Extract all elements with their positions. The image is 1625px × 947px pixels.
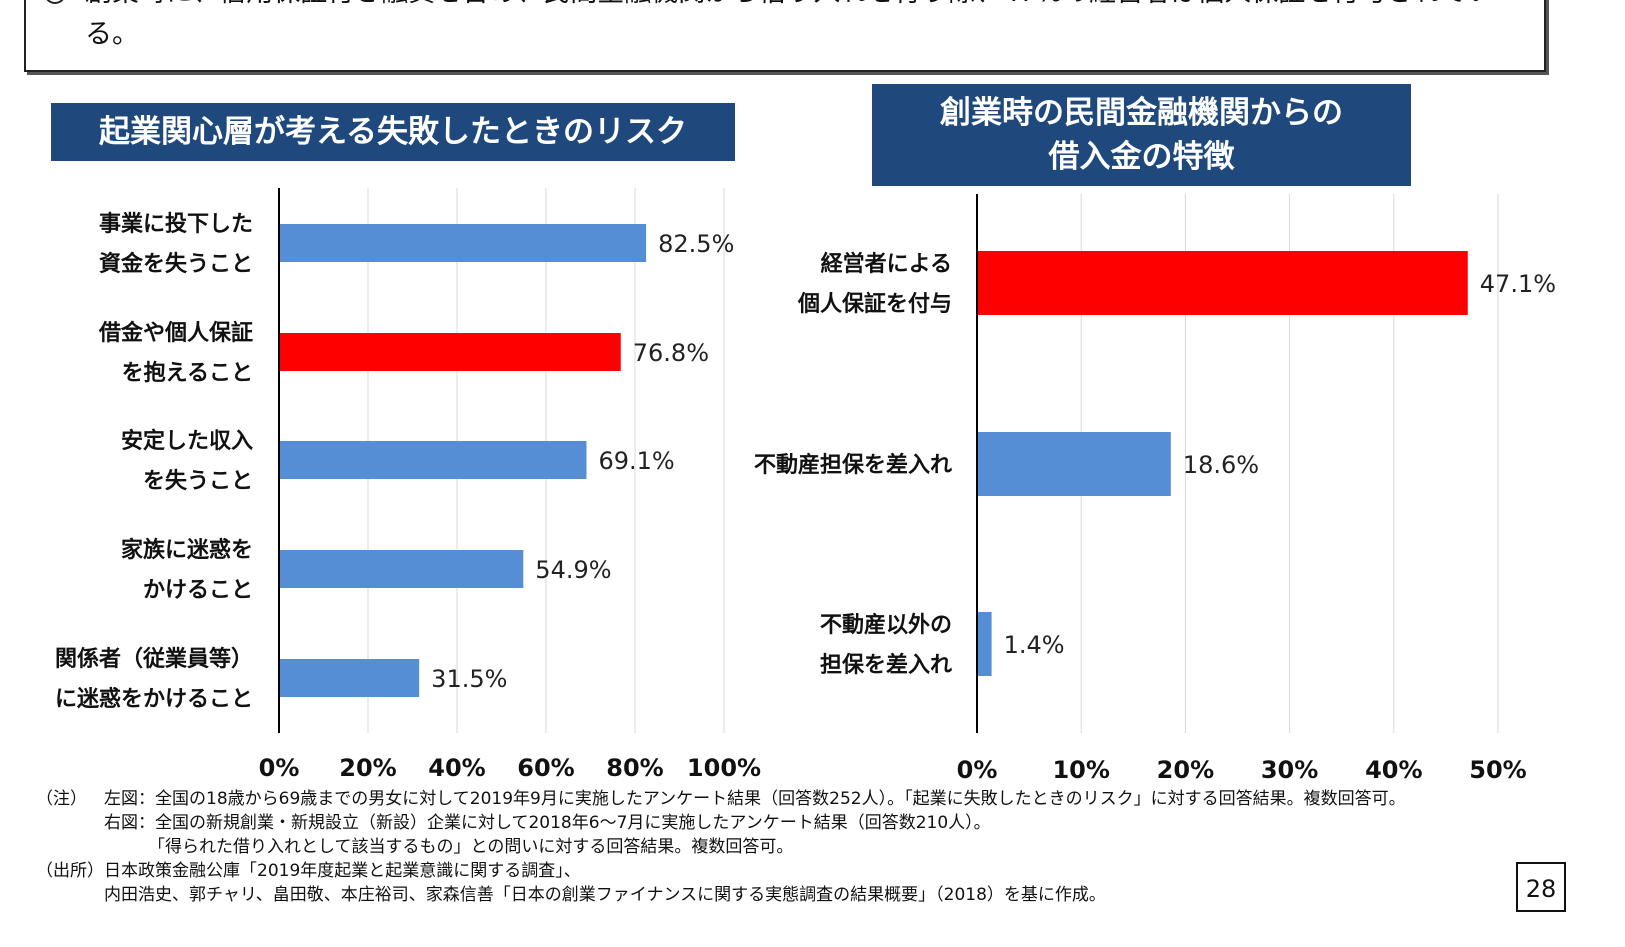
note-label: （注） [36, 789, 87, 809]
tick-label: 50% [1469, 756, 1526, 784]
tick-label: 60% [517, 754, 574, 782]
data-label: 1.4% [1004, 631, 1065, 659]
data-label: 18.6% [1183, 451, 1259, 479]
tick-label: 80% [606, 754, 663, 782]
category-label: に迷惑をかけること [55, 687, 253, 712]
bar [279, 224, 647, 262]
category-label: 事業に投下した [99, 211, 253, 237]
category-label: を抱えること [122, 360, 253, 386]
note-text: 内田浩史、郭チャリ、畠田敬、本庄裕司、家森信善「日本の創業ファイナンスに関する実… [104, 885, 1106, 905]
page-number: 28 [1516, 862, 1566, 912]
note-text: 日本政策金融公庫「2019年度起業と起業意識に関する調査」、 [104, 861, 581, 881]
category-label: 借金や個人保証 [98, 320, 253, 346]
right-chart-title-line1: 創業時の民間金融機関からの [940, 95, 1343, 131]
data-label: 31.5% [431, 665, 507, 693]
category-label: 不動産以外の [820, 612, 952, 638]
tick-label: 40% [1365, 756, 1422, 784]
left-chart-title: 起業関心層が考える失敗したときのリスク [51, 103, 735, 161]
tick-label: 10% [1052, 756, 1109, 784]
category-label: を失うこと [143, 469, 253, 494]
bar [279, 441, 587, 479]
category-label: 個人保証を付与 [797, 291, 952, 317]
category-label: 安定した収入 [121, 428, 253, 454]
category-label: 経営者による [821, 251, 952, 277]
bar [977, 251, 1468, 315]
category-label: 家族に迷惑を [121, 537, 253, 563]
tick-label: 20% [1157, 756, 1214, 784]
data-label: 47.1% [1480, 270, 1556, 298]
bar [279, 333, 621, 371]
bar [279, 659, 420, 697]
category-label: 関係者（従業員等） [55, 646, 253, 672]
right-chart-title: 創業時の民間金融機関からの 借入金の特徴 [872, 84, 1411, 186]
data-label: 82.5% [658, 230, 734, 258]
tick-label: 100% [687, 754, 761, 782]
category-label: かけること [143, 578, 253, 603]
category-label: 担保を差入れ [820, 652, 952, 678]
tick-label: 40% [428, 754, 485, 782]
note-text: 右図：全国の新規創業・新規設立（新設）企業に対して2018年6～7月に実施したア… [104, 813, 991, 833]
tick-label: 0% [957, 756, 998, 784]
category-label: 資金を失うこと [99, 251, 253, 277]
note-text: 「得られた借り入れとして該当するもの」との問いに対する回答結果。複数回答可。 [148, 837, 794, 857]
summary-text: 創業時に、信用保証付き融資を含め、民間金融機関から借り入れを行う際、47%の経営… [85, 0, 1493, 50]
tick-label: 20% [339, 754, 396, 782]
data-label: 76.8% [633, 339, 709, 367]
summary-box [24, 0, 1546, 72]
tick-label: 0% [259, 754, 300, 782]
data-label: 54.9% [535, 556, 611, 584]
category-label: 不動産担保を差入れ [754, 452, 952, 478]
tick-label: 30% [1261, 756, 1318, 784]
right-chart-title-line2: 借入金の特徴 [1048, 139, 1235, 175]
note-label: （出所） [36, 861, 104, 881]
bar [279, 550, 524, 588]
data-label: 69.1% [598, 447, 674, 475]
note-text: 左図：全国の18歳から69歳までの男女に対して2019年9月に実施したアンケート… [104, 789, 1406, 809]
bar [977, 432, 1171, 496]
bar [977, 612, 992, 676]
